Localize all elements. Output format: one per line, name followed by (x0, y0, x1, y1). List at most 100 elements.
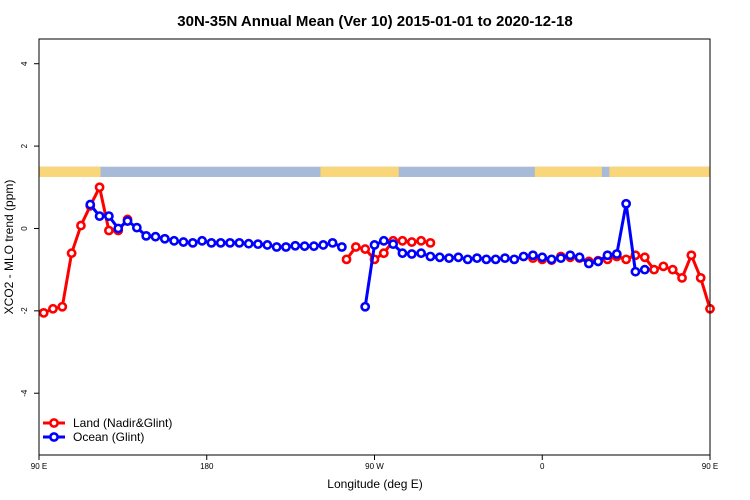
ocean-data-point (630, 266, 641, 277)
land-data-point (695, 272, 706, 283)
ocean-data-point (546, 254, 557, 265)
ocean-data-point (225, 237, 235, 248)
y-tick-label: 0 (20, 226, 29, 231)
ocean-data-point (103, 211, 114, 222)
ocean-data-point (583, 258, 594, 269)
ocean-data-point (309, 241, 319, 252)
ocean-data-point (621, 198, 632, 209)
legend: Land (Nadir&Glint)Ocean (Glint) (43, 416, 172, 444)
ocean-data-point (378, 235, 389, 246)
land-mask-segment (320, 166, 399, 177)
ocean-data-point (416, 248, 426, 259)
ocean-data-point (113, 223, 124, 234)
ocean-data-point (141, 230, 152, 241)
ocean-data-point (178, 237, 189, 247)
land-data-point (621, 254, 632, 265)
land-data-point (378, 248, 389, 259)
ocean-data-point (197, 235, 207, 246)
ocean-data-point (434, 252, 445, 263)
land-mask-segment (534, 166, 602, 177)
series-layer (38, 182, 715, 318)
ocean-data-point (318, 240, 329, 250)
ocean-data-point (388, 239, 399, 250)
ocean-data-point (243, 238, 254, 249)
x-tick-label: 90 E (31, 462, 47, 471)
land-data-point (350, 242, 361, 252)
land-data-point (48, 303, 58, 314)
ocean-data-point (290, 240, 301, 251)
y-axis-label: XCO2 - MLO trend (ppm) (2, 180, 16, 315)
land-data-point (38, 308, 49, 318)
ocean-data-point (262, 240, 273, 250)
land-data-point (639, 252, 650, 263)
x-axis: 90 E 180 90 W 0 90 E (31, 455, 718, 471)
ocean-legend-label: Ocean (Glint) (73, 430, 144, 444)
x-tick-label: 180 (200, 462, 214, 471)
ocean-data-point (327, 237, 338, 248)
chart-title: 30N-35N Annual Mean (Ver 10) 2015-01-01 … (177, 13, 572, 30)
land-data-point (360, 244, 371, 254)
ocean-data-point (639, 264, 650, 275)
ocean-data-point (122, 216, 133, 226)
ocean-data-point (462, 254, 473, 265)
ocean-data-point (509, 254, 520, 265)
land-data-point (66, 248, 77, 259)
x-tick-label: 90 W (365, 462, 384, 471)
ocean-data-point (397, 248, 408, 259)
x-tick-label: 0 (540, 462, 545, 471)
ocean-data-point (574, 252, 585, 263)
land-mask-segment (609, 166, 710, 177)
land-mask (39, 166, 710, 177)
ocean-data-point (425, 251, 436, 262)
ocean-data-point (593, 256, 604, 267)
ocean-data-point (472, 253, 482, 264)
ocean-data-point (131, 222, 142, 233)
ocean-data-point (187, 237, 198, 248)
ocean-data-point (299, 241, 310, 252)
ocean-data-point (206, 237, 217, 248)
ocean-data-point (253, 239, 263, 250)
ocean-data-point (555, 253, 566, 264)
land-data-point (406, 237, 417, 247)
ocean-data-point (611, 249, 622, 259)
ocean-data-point (234, 237, 245, 248)
ocean-data-point (94, 211, 105, 222)
ocean-data-point (490, 254, 501, 265)
x-axis-label: Longitude (deg E) (327, 477, 422, 491)
land-legend-label: Land (Nadir&Glint) (73, 416, 172, 430)
ocean-data-point (271, 242, 282, 252)
ocean-data-point (150, 231, 161, 242)
ocean-data-point (528, 250, 538, 261)
ocean-data-point (159, 233, 170, 244)
ocean-data-point (500, 253, 510, 264)
y-tick-label: 2 (20, 143, 29, 148)
y-tick-label: -2 (20, 307, 29, 315)
ocean-data-point (565, 250, 576, 261)
ocean-data-point (369, 240, 380, 250)
y-axis: 4 2 0 -2 -4 (20, 61, 39, 397)
ocean-data-point (406, 249, 417, 259)
ocean-data-point (444, 253, 454, 264)
y-tick-label: 4 (20, 61, 29, 66)
land-data-point (658, 261, 669, 272)
ocean-data-point (169, 235, 180, 246)
x-tick-label: 90 E (702, 462, 718, 471)
ocean-data-point (518, 251, 529, 262)
land-data-point (94, 182, 105, 193)
ocean-data-point (481, 254, 492, 265)
land-data-point (416, 235, 426, 246)
land-data-point (686, 250, 697, 261)
ocean-data-point (85, 199, 96, 210)
land-data-point (76, 220, 86, 231)
ocean-data-point (281, 242, 291, 252)
land-data-point (649, 264, 659, 275)
ocean-legend-marker (49, 432, 59, 442)
land-data-point (425, 237, 436, 248)
land-data-point (397, 235, 408, 246)
ocean-data-point (215, 237, 226, 248)
ocean-data-point (602, 250, 613, 261)
ocean-data-point (336, 242, 347, 252)
land-mask-segment (39, 166, 101, 177)
land-data-point (341, 254, 352, 265)
